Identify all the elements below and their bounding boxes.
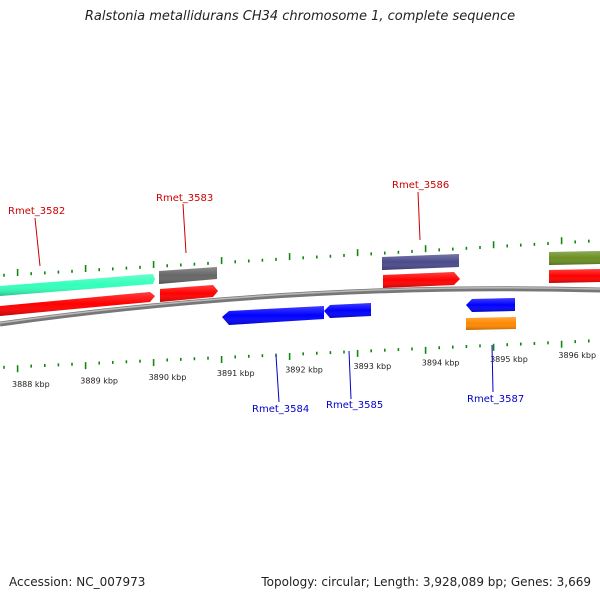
reverse-scale-ticks bbox=[3, 339, 590, 373]
scale-label: 3893 kbp bbox=[354, 362, 392, 371]
chromosome-backbone bbox=[0, 286, 600, 327]
map-title: Ralstonia metallidurans CH34 chromosome … bbox=[84, 9, 516, 24]
scale-label: 3888 kbp bbox=[12, 380, 50, 389]
gene-leader-lines bbox=[34, 191, 494, 403]
topology-text: Topology: circular; Length: 3,928,089 bp… bbox=[261, 575, 591, 589]
scale-label: 3896 kbp bbox=[558, 351, 596, 360]
gene-label-3585[interactable]: Rmet_3585 bbox=[326, 400, 383, 411]
accession-text: Accession: NC_007973 bbox=[9, 575, 146, 589]
gene-label-3582[interactable]: Rmet_3582 bbox=[8, 206, 65, 217]
scale-label: 3891 kbp bbox=[217, 369, 255, 378]
gene-label-3586[interactable]: Rmet_3586 bbox=[392, 180, 449, 191]
scale-label: 3890 kbp bbox=[149, 373, 187, 382]
scale-label: 3889 kbp bbox=[80, 376, 118, 385]
scale-label: 3894 kbp bbox=[422, 358, 460, 367]
forward-genes bbox=[0, 251, 600, 316]
scale-label: 3895 kbp bbox=[490, 355, 528, 364]
scale-labels: 3888 kbp 3889 kbp 3890 kbp 3891 kbp 3892 kbp… bbox=[12, 351, 596, 389]
gene-label-3587[interactable]: Rmet_3587 bbox=[467, 394, 524, 405]
gene-label-3583[interactable]: Rmet_3583 bbox=[156, 193, 213, 204]
forward-scale-ticks bbox=[3, 237, 590, 277]
scale-label: 3892 kbp bbox=[285, 366, 323, 375]
gene-label-3584[interactable]: Rmet_3584 bbox=[252, 404, 309, 415]
reverse-genes bbox=[222, 298, 516, 330]
gene-labels: Rmet_3582 Rmet_3583 Rmet_3586 Rmet_3584 … bbox=[8, 180, 524, 415]
